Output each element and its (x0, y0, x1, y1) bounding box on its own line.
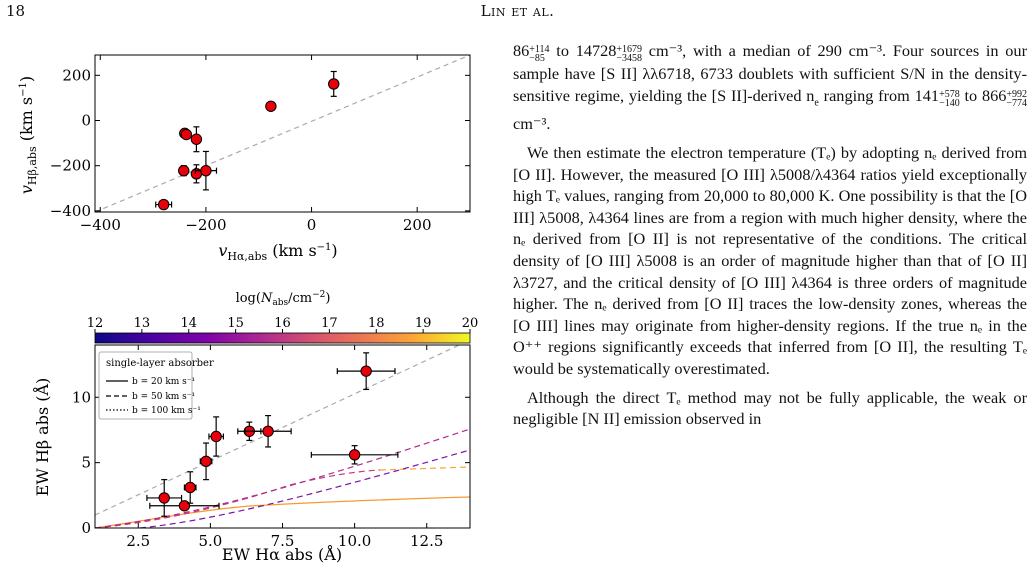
model-curve-b100 (95, 428, 470, 528)
bottom-data-point (199, 442, 213, 481)
running-title: Lin et al. (480, 2, 555, 20)
bottom-data-point (208, 416, 224, 457)
bottom-xtick-label: 7.5 (271, 532, 295, 550)
top-xtick-label: 0 (307, 216, 317, 234)
body-text: 86 +114 −85 to 14728 +1679 −3458 cm⁻³, with … (513, 40, 1027, 430)
bottom-xtick-label: 10.0 (338, 532, 371, 550)
page-number: 18 (6, 2, 26, 20)
legend-item-b20: b = 20 km s⁻¹ (132, 377, 195, 387)
top-ytick-label: −400 (50, 202, 91, 220)
top-xtick-label: −400 (80, 216, 121, 234)
bottom-ylabel: EW Hβ abs (Å) (32, 378, 52, 497)
bottom-panel: 2.5 5.0 7.5 10.0 12.5 0 5 10 single-layer absor… (32, 344, 471, 564)
top-panel: −400 −200 0 200 −400 −200 0 200 vHα,abs (km s−1… (17, 54, 471, 263)
top-plot-frame (94, 54, 471, 213)
colorbar-tick-label: 20 (462, 316, 479, 331)
top-ytick-label: −200 (50, 157, 91, 175)
colorbar-bar (94, 332, 471, 344)
bottom-data-point (244, 414, 292, 448)
colorbar-label: log(Nabs/cm−2) (236, 290, 331, 308)
colorbar-tick-label: 14 (180, 316, 197, 331)
top-data-point (180, 128, 193, 141)
bottom-ytick-label: 0 (81, 519, 91, 537)
top-xlabel: vHα,abs (km s−1) (218, 241, 337, 263)
colorbar-tick-label: 17 (321, 316, 338, 331)
top-xtick-label: −200 (185, 216, 226, 234)
bottom-data-point (336, 352, 396, 391)
bottom-data-point (149, 500, 220, 512)
top-data-point (178, 164, 190, 177)
top-identity-line (95, 55, 470, 212)
legend-title: single-layer absorber (106, 358, 214, 369)
colorbar: log(Nabs/cm−2) 12 13 14 15 16 17 18 19 20 (87, 290, 479, 344)
bottom-xtick-label: 5.0 (198, 532, 222, 550)
colorbar-tick-label: 15 (227, 316, 244, 331)
top-ylabel: vHβ,abs (km s−1) (17, 76, 39, 194)
top-data-point (190, 126, 203, 153)
legend: single-layer absorber b = 20 km s⁻¹ b = … (98, 351, 214, 420)
top-data-point (190, 164, 203, 184)
bottom-data-point (146, 479, 183, 517)
colorbar-tick-label: 19 (415, 316, 432, 331)
top-data-point (194, 150, 218, 191)
top-data-point (328, 70, 340, 97)
legend-item-b50: b = 50 km s⁻¹ (132, 392, 195, 402)
model-curve-b50-low (139, 449, 470, 528)
model-curves (95, 428, 470, 528)
colorbar-tick-label: 12 (87, 316, 104, 331)
bottom-data-point (183, 471, 197, 504)
bottom-data-point (310, 445, 399, 465)
colorbar-tick-label: 13 (134, 316, 151, 331)
top-ytick-label: 0 (81, 112, 91, 130)
bottom-xlabel: EW Hα abs (Å) (222, 544, 342, 564)
colorbar-tick-label: 16 (274, 316, 291, 331)
top-data-point (155, 198, 173, 211)
paragraph-direct-method: Although the direct Tₑ method may not be… (513, 387, 1027, 429)
paragraph-density: 86 +114 −85 to 14728 +1679 −3458 cm⁻³, with … (513, 41, 1028, 134)
bottom-identity-line (95, 345, 461, 516)
bottom-ytick-label: 5 (81, 454, 91, 472)
top-xtick-label: 200 (403, 216, 432, 234)
colorbar-tick-label: 18 (368, 316, 385, 331)
top-data-point (265, 100, 277, 112)
bottom-xtick-label: 12.5 (410, 532, 443, 550)
top-ytick-label: 200 (62, 66, 91, 84)
paragraph-temperature: We then estimate the electron temperatur… (513, 143, 1027, 378)
model-curve-b50-b (379, 466, 470, 471)
bottom-ytick-label: 10 (72, 388, 91, 406)
legend-item-b100: b = 100 km s⁻¹ (132, 406, 201, 416)
bottom-xtick-label: 2.5 (126, 532, 150, 550)
model-curve-b50-a (95, 469, 381, 528)
legend-box (98, 351, 193, 420)
